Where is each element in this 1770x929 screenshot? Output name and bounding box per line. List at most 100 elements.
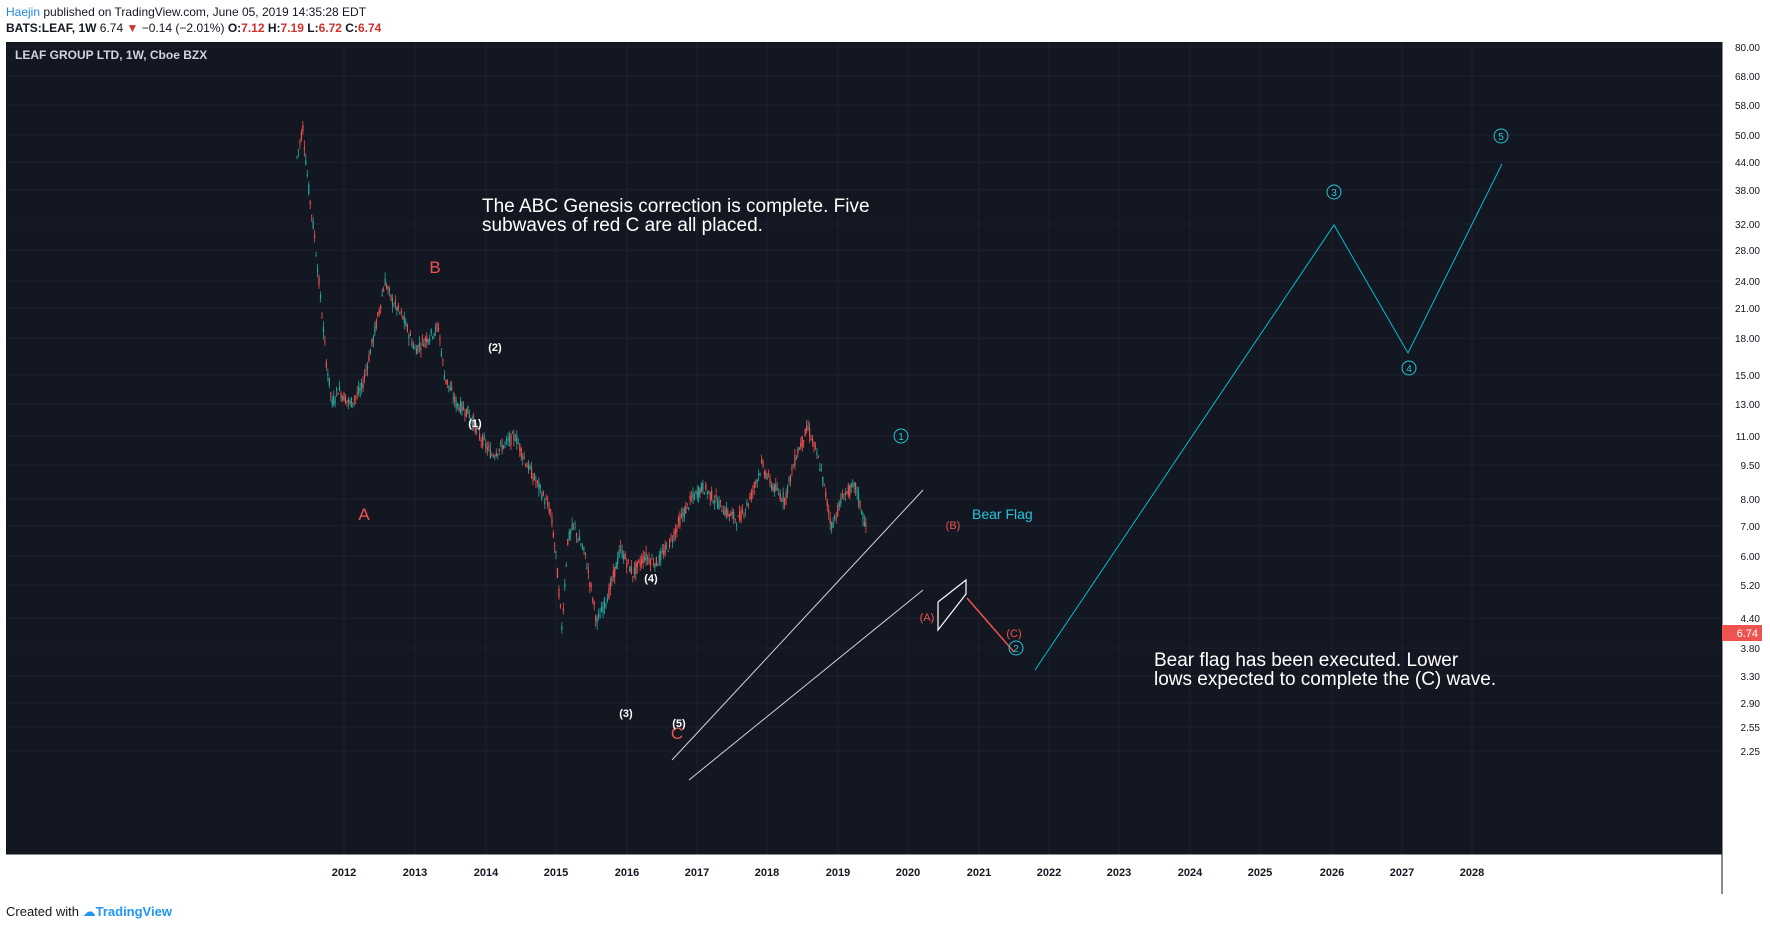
candle-body	[763, 471, 766, 476]
candle-body	[853, 482, 855, 487]
candle-body	[542, 492, 544, 496]
candle-body	[838, 502, 840, 507]
candle-body	[860, 510, 863, 515]
candle-body	[495, 453, 497, 456]
candle-body	[843, 499, 845, 501]
price-tick-label: 24.00	[1735, 277, 1760, 288]
close-value: 6.74	[357, 21, 382, 35]
candle-body	[409, 333, 412, 336]
candle-body	[325, 361, 327, 368]
candle-body	[380, 304, 382, 309]
blue-projection-line[interactable]	[1034, 163, 1503, 671]
candle-body	[556, 568, 559, 579]
candle-body	[406, 324, 408, 332]
chart-area[interactable]: 80.00 68.00 58.00 50.00 44.00 38.00 32.00 28.00…	[6, 42, 1764, 894]
candle-body	[736, 525, 738, 527]
candle-body	[752, 491, 754, 493]
price-tick-label: 7.00	[1741, 522, 1761, 533]
price-tick-label: 3.30	[1741, 672, 1761, 683]
note2-line1: Bear flag has been executed. Lower	[1154, 650, 1459, 671]
candle-body	[834, 515, 836, 519]
candle-body	[340, 392, 342, 399]
candle-body	[794, 454, 796, 467]
candle-body	[587, 570, 589, 573]
candle-body	[800, 442, 802, 448]
circle-wave-2-label: 2	[1013, 644, 1019, 655]
candle-body	[676, 527, 678, 532]
candle-body	[685, 506, 687, 514]
candle-body	[526, 466, 528, 468]
candle-body	[358, 387, 360, 394]
candle-body	[352, 402, 354, 405]
candle-body	[846, 491, 848, 493]
candle-body	[448, 385, 450, 387]
candle-body	[541, 495, 543, 499]
candle-body	[826, 499, 828, 506]
candle-body	[795, 458, 797, 460]
candle-body	[296, 156, 298, 158]
candles	[296, 120, 867, 634]
candle-body	[661, 550, 663, 553]
year-tick-label: 2028	[1460, 867, 1484, 879]
candle-body	[803, 440, 805, 443]
candle-body	[474, 424, 476, 433]
candle-body	[511, 432, 514, 434]
candle-body	[356, 392, 358, 395]
candle-body	[822, 476, 824, 484]
price-axis[interactable]	[1722, 42, 1764, 894]
candle-body	[804, 428, 806, 437]
candle-body	[439, 337, 441, 340]
circle-wave-1-label: 1	[898, 432, 904, 443]
footer: Created with ☁TradingView	[6, 904, 172, 920]
candle-body	[705, 484, 707, 490]
candle-body	[548, 508, 550, 513]
candle-body	[297, 149, 300, 151]
ohlc-bar: BATS:LEAF, 1W 6.74 ▼ −0.14 (−2.01%) O:7.…	[6, 20, 381, 36]
candle-body	[492, 455, 494, 457]
candle-body	[558, 588, 560, 598]
year-tick-label: 2021	[967, 867, 991, 879]
candle-body	[324, 340, 326, 342]
circle-wave-1: 1	[893, 428, 909, 444]
candle-body	[586, 567, 588, 569]
candle-body	[477, 427, 479, 429]
candle-body	[597, 614, 600, 616]
candle-body	[738, 511, 741, 520]
candle-body	[338, 386, 341, 391]
tradingview-brand-link[interactable]: TradingView	[95, 904, 172, 919]
chart-svg[interactable]: 80.0068.0058.0050.0044.0038.0032.0028.00…	[6, 42, 1764, 894]
red-c-projection-line[interactable]	[966, 597, 1015, 653]
candle-body	[823, 483, 825, 485]
price-tick-label: 9.50	[1741, 461, 1761, 472]
channel-upper-line[interactable]	[671, 489, 924, 761]
author-link[interactable]: Haejin	[6, 5, 41, 19]
candle-body	[482, 435, 484, 447]
candle-body	[480, 439, 482, 442]
candle-body	[605, 603, 607, 606]
candle-body	[865, 522, 867, 526]
candle-body	[595, 616, 597, 621]
candle-body	[784, 498, 786, 505]
candle-body	[462, 407, 465, 410]
candle-body	[778, 492, 780, 495]
channel-lower-line[interactable]	[688, 589, 924, 781]
candle-body	[350, 397, 352, 408]
candle-body	[562, 608, 564, 612]
candle-body	[612, 570, 614, 578]
candle-body	[368, 355, 370, 362]
wave-label-A: A	[358, 505, 370, 524]
candle-body	[855, 482, 857, 490]
candle-body	[664, 545, 666, 553]
bear-flag-shape[interactable]	[937, 578, 967, 632]
candle-body	[336, 388, 338, 391]
candle-body	[532, 476, 534, 481]
candle-body	[424, 337, 426, 342]
price-tick-label: 11.00	[1736, 432, 1761, 443]
candle-body	[808, 428, 811, 436]
time-axis[interactable]	[6, 854, 1722, 894]
candle-body	[300, 132, 303, 140]
price-tick-label: 21.00	[1735, 304, 1760, 315]
candle-body	[859, 500, 861, 508]
candle-body	[651, 557, 653, 560]
candle-body	[600, 606, 603, 612]
